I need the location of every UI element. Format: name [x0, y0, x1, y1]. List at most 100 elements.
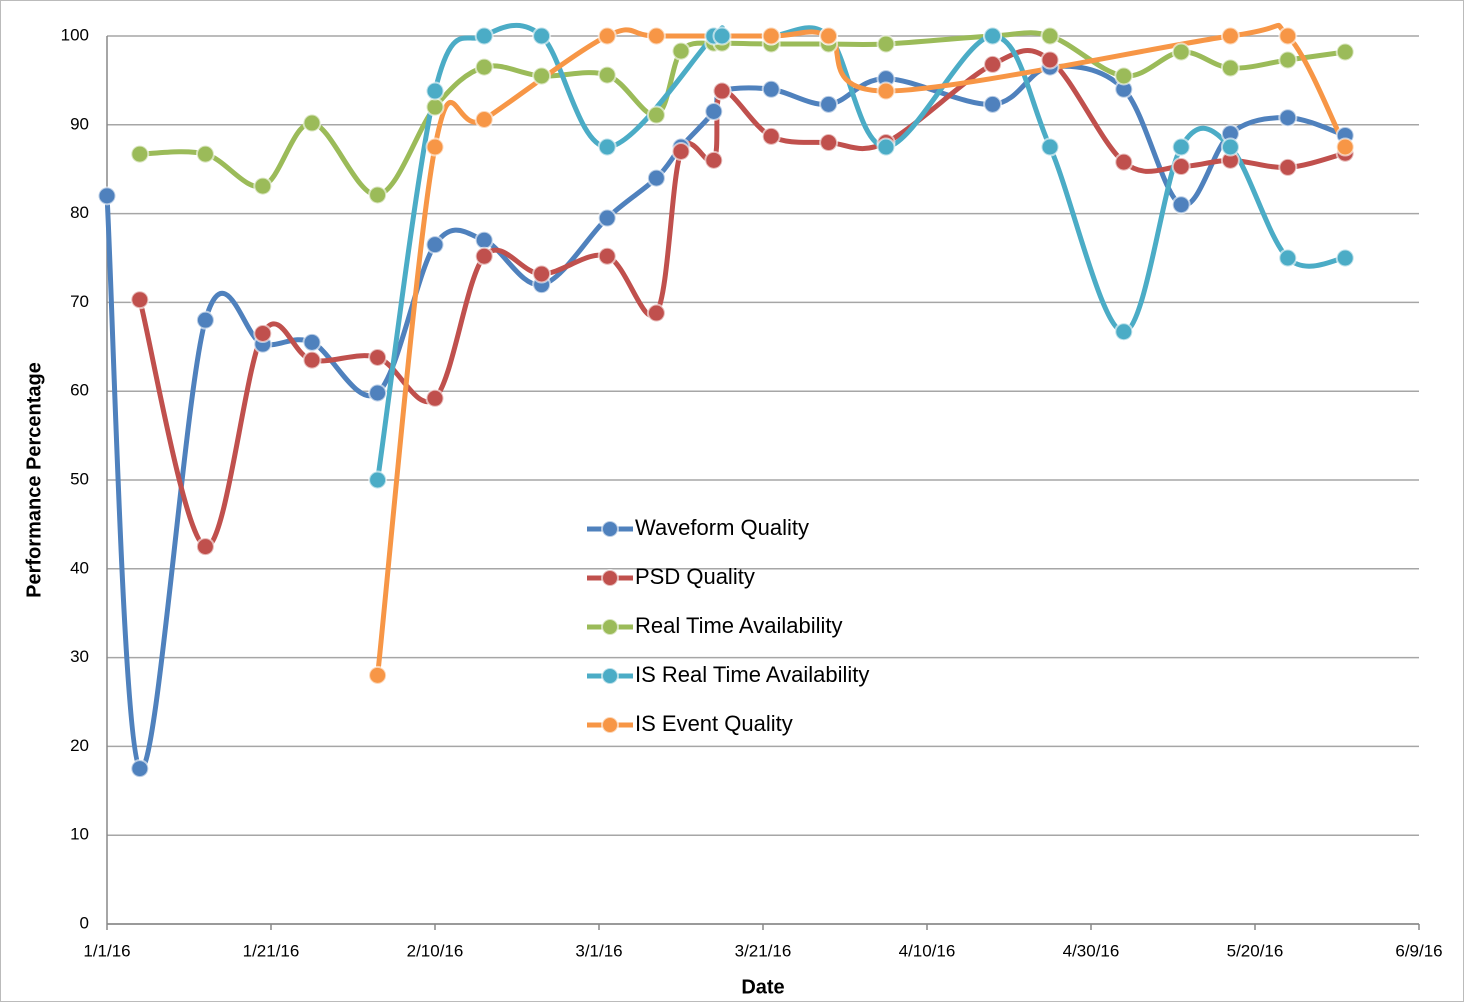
y-tick-label: 100 — [61, 25, 89, 44]
point — [1335, 248, 1355, 268]
point — [819, 94, 839, 114]
point — [1171, 42, 1191, 62]
y-tick-label: 80 — [70, 203, 89, 222]
point — [130, 144, 150, 164]
point — [425, 137, 445, 157]
point — [195, 537, 215, 557]
point — [368, 665, 388, 685]
point — [425, 235, 445, 255]
point — [474, 246, 494, 266]
point — [474, 230, 494, 250]
point — [302, 113, 322, 133]
point — [253, 176, 273, 196]
point — [704, 101, 724, 121]
point — [1278, 157, 1298, 177]
point — [368, 347, 388, 367]
point — [1335, 137, 1355, 157]
point — [302, 350, 322, 370]
point — [1278, 50, 1298, 70]
point — [983, 54, 1003, 74]
y-tick-label: 0 — [80, 913, 89, 932]
x-tick-label: 1/1/16 — [83, 941, 130, 960]
point — [1171, 157, 1191, 177]
point — [597, 246, 617, 266]
point — [876, 34, 896, 54]
point — [532, 264, 552, 284]
point — [671, 41, 691, 61]
legend-marker — [601, 520, 619, 538]
point — [474, 109, 494, 129]
point — [876, 137, 896, 157]
point — [532, 26, 552, 46]
x-tick-label: 3/21/16 — [735, 941, 792, 960]
point — [983, 94, 1003, 114]
point — [1171, 137, 1191, 157]
point — [1278, 108, 1298, 128]
point — [1040, 137, 1060, 157]
point — [712, 26, 732, 46]
point — [983, 26, 1003, 46]
y-tick-label: 10 — [70, 825, 89, 844]
y-tick-label: 50 — [70, 469, 89, 488]
legend-label: IS Real Time Availability — [635, 662, 869, 687]
x-tick-label: 2/10/16 — [407, 941, 464, 960]
point — [1171, 195, 1191, 215]
point — [97, 186, 117, 206]
point — [532, 66, 552, 86]
point — [1220, 26, 1240, 46]
point — [425, 388, 445, 408]
y-tick-label: 90 — [70, 114, 89, 133]
x-tick-label: 4/10/16 — [899, 941, 956, 960]
point — [130, 290, 150, 310]
point — [1114, 322, 1134, 342]
point — [368, 383, 388, 403]
point — [712, 81, 732, 101]
y-tick-label: 20 — [70, 736, 89, 755]
legend-marker — [601, 716, 619, 734]
point — [646, 26, 666, 46]
y-tick-label: 30 — [70, 647, 89, 666]
point — [368, 470, 388, 490]
point — [597, 137, 617, 157]
point — [671, 141, 691, 161]
point — [1114, 66, 1134, 86]
x-tick-label: 6/9/16 — [1395, 941, 1442, 960]
point — [1278, 26, 1298, 46]
point — [1040, 50, 1060, 70]
x-tick-label: 5/20/16 — [1227, 941, 1284, 960]
point — [819, 26, 839, 46]
point — [819, 133, 839, 153]
y-tick-label: 70 — [70, 292, 89, 311]
point — [597, 65, 617, 85]
point — [704, 150, 724, 170]
y-tick-label: 60 — [70, 381, 89, 400]
point — [1278, 248, 1298, 268]
legend-label: Real Time Availability — [635, 613, 842, 638]
point — [368, 185, 388, 205]
point — [474, 26, 494, 46]
legend-label: IS Event Quality — [635, 711, 793, 736]
point — [1114, 152, 1134, 172]
y-tick-label: 40 — [70, 558, 89, 577]
point — [474, 57, 494, 77]
point — [646, 303, 666, 323]
series-line — [137, 48, 1346, 550]
point — [761, 26, 781, 46]
point — [1220, 137, 1240, 157]
point — [1335, 42, 1355, 62]
point — [130, 759, 150, 779]
y-axis-label: Performance Percentage — [23, 362, 45, 598]
legend-label: Waveform Quality — [635, 515, 809, 540]
point — [425, 81, 445, 101]
series-line — [104, 63, 1347, 772]
point — [646, 105, 666, 125]
point — [302, 332, 322, 352]
point — [1040, 26, 1060, 46]
point — [646, 168, 666, 188]
point — [253, 323, 273, 343]
legend-marker — [601, 618, 619, 636]
point — [761, 126, 781, 146]
point — [425, 97, 445, 117]
